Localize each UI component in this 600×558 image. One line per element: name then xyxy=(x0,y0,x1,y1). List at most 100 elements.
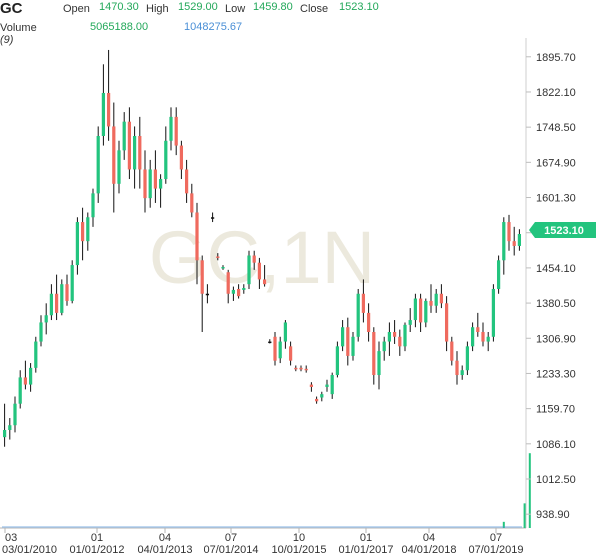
low-value: 1459.80 xyxy=(253,1,293,13)
candle-body xyxy=(138,136,142,170)
candle-body xyxy=(44,315,48,323)
candle-body xyxy=(34,341,38,368)
candle xyxy=(190,183,194,218)
y-tick-label: 1086.10 xyxy=(536,439,576,451)
candle xyxy=(502,217,506,275)
candle xyxy=(96,126,100,203)
candle-body xyxy=(283,322,288,342)
candle-body xyxy=(460,370,464,376)
candle xyxy=(205,284,210,304)
candle-body xyxy=(257,262,262,280)
x-tick-top: 04 xyxy=(423,532,435,544)
candle xyxy=(278,336,282,364)
candle-body xyxy=(205,293,210,296)
candle xyxy=(283,320,288,349)
x-tick-bottom: 03/01/2010 xyxy=(2,544,57,556)
candle-body xyxy=(247,255,251,285)
y-tick-label: 1674.90 xyxy=(536,157,576,169)
candle-body xyxy=(190,193,194,213)
candle xyxy=(366,303,371,342)
y-tick-label: 1306.90 xyxy=(536,333,576,345)
candle-body xyxy=(481,332,485,342)
candle xyxy=(361,279,366,323)
volume-bar xyxy=(502,521,505,528)
candle-body xyxy=(418,298,423,323)
candle xyxy=(470,322,475,352)
candle xyxy=(106,49,111,141)
candle-body xyxy=(153,169,158,189)
volume-bars xyxy=(2,453,531,528)
candle-body xyxy=(502,222,506,261)
candle xyxy=(23,360,28,390)
candle xyxy=(122,112,126,160)
candle-body xyxy=(325,384,329,387)
candle-body xyxy=(403,324,407,347)
candle-body xyxy=(304,368,308,371)
candle xyxy=(28,363,33,392)
candle xyxy=(392,320,397,344)
candle-body xyxy=(200,260,204,294)
candle-body xyxy=(366,312,371,332)
candle-body xyxy=(387,332,392,342)
candle-body xyxy=(288,346,293,361)
x-tick-bottom: 04/01/2013 xyxy=(137,544,192,556)
candle-body xyxy=(309,384,314,387)
x-tick-bottom: 10/01/2015 xyxy=(271,544,326,556)
candle xyxy=(486,332,490,352)
candle xyxy=(262,265,267,287)
candle-body xyxy=(70,265,74,301)
y-tick-label: 1454.10 xyxy=(536,263,576,275)
candle-body xyxy=(86,217,90,242)
candle xyxy=(127,107,132,180)
last-price-badge: 1523.10 xyxy=(529,222,596,238)
candle xyxy=(86,212,90,251)
candle xyxy=(465,341,470,376)
volume-title: Volume (9) xyxy=(0,22,37,46)
y-tick-label: 1012.50 xyxy=(536,474,576,486)
candle-body xyxy=(434,293,438,306)
candle-body xyxy=(314,398,319,402)
candle-body xyxy=(377,351,381,376)
candle xyxy=(481,322,485,347)
candle-body xyxy=(169,116,173,141)
candle xyxy=(418,293,423,332)
watermark: GC,1N xyxy=(149,216,375,299)
candle xyxy=(387,322,392,356)
candle-body xyxy=(413,298,418,321)
volume-label: Volume xyxy=(0,22,37,34)
candle-body xyxy=(268,341,272,344)
candle-body xyxy=(80,222,85,242)
x-tick-top: 03 xyxy=(5,532,17,544)
candle-body xyxy=(132,136,137,170)
candle xyxy=(164,126,168,184)
candle-body xyxy=(356,293,360,337)
candle xyxy=(252,250,256,270)
candle-body xyxy=(158,179,163,189)
candle-body xyxy=(195,212,199,261)
candle-body xyxy=(262,279,267,285)
high-value: 1529.00 xyxy=(178,1,218,13)
candle xyxy=(340,320,345,352)
candle xyxy=(517,229,522,251)
y-tick-label: 1895.70 xyxy=(536,52,576,64)
candle-body xyxy=(148,169,152,199)
candle-body xyxy=(2,430,7,438)
x-tick-bottom: 01/01/2017 xyxy=(338,544,393,556)
candle xyxy=(273,332,277,366)
candle-body xyxy=(320,394,324,398)
x-tick-top: 01 xyxy=(91,532,103,544)
open-label: Open xyxy=(63,3,90,15)
candle xyxy=(169,107,173,151)
candle xyxy=(138,116,142,189)
candle xyxy=(309,382,314,392)
candle xyxy=(257,257,262,289)
candle xyxy=(455,351,459,385)
candle xyxy=(158,174,163,208)
candle xyxy=(450,336,454,366)
candle-body xyxy=(8,425,12,430)
x-tick-top: 04 xyxy=(159,532,171,544)
candle-body xyxy=(75,222,80,266)
candle-body xyxy=(127,121,132,170)
candle xyxy=(413,293,418,328)
